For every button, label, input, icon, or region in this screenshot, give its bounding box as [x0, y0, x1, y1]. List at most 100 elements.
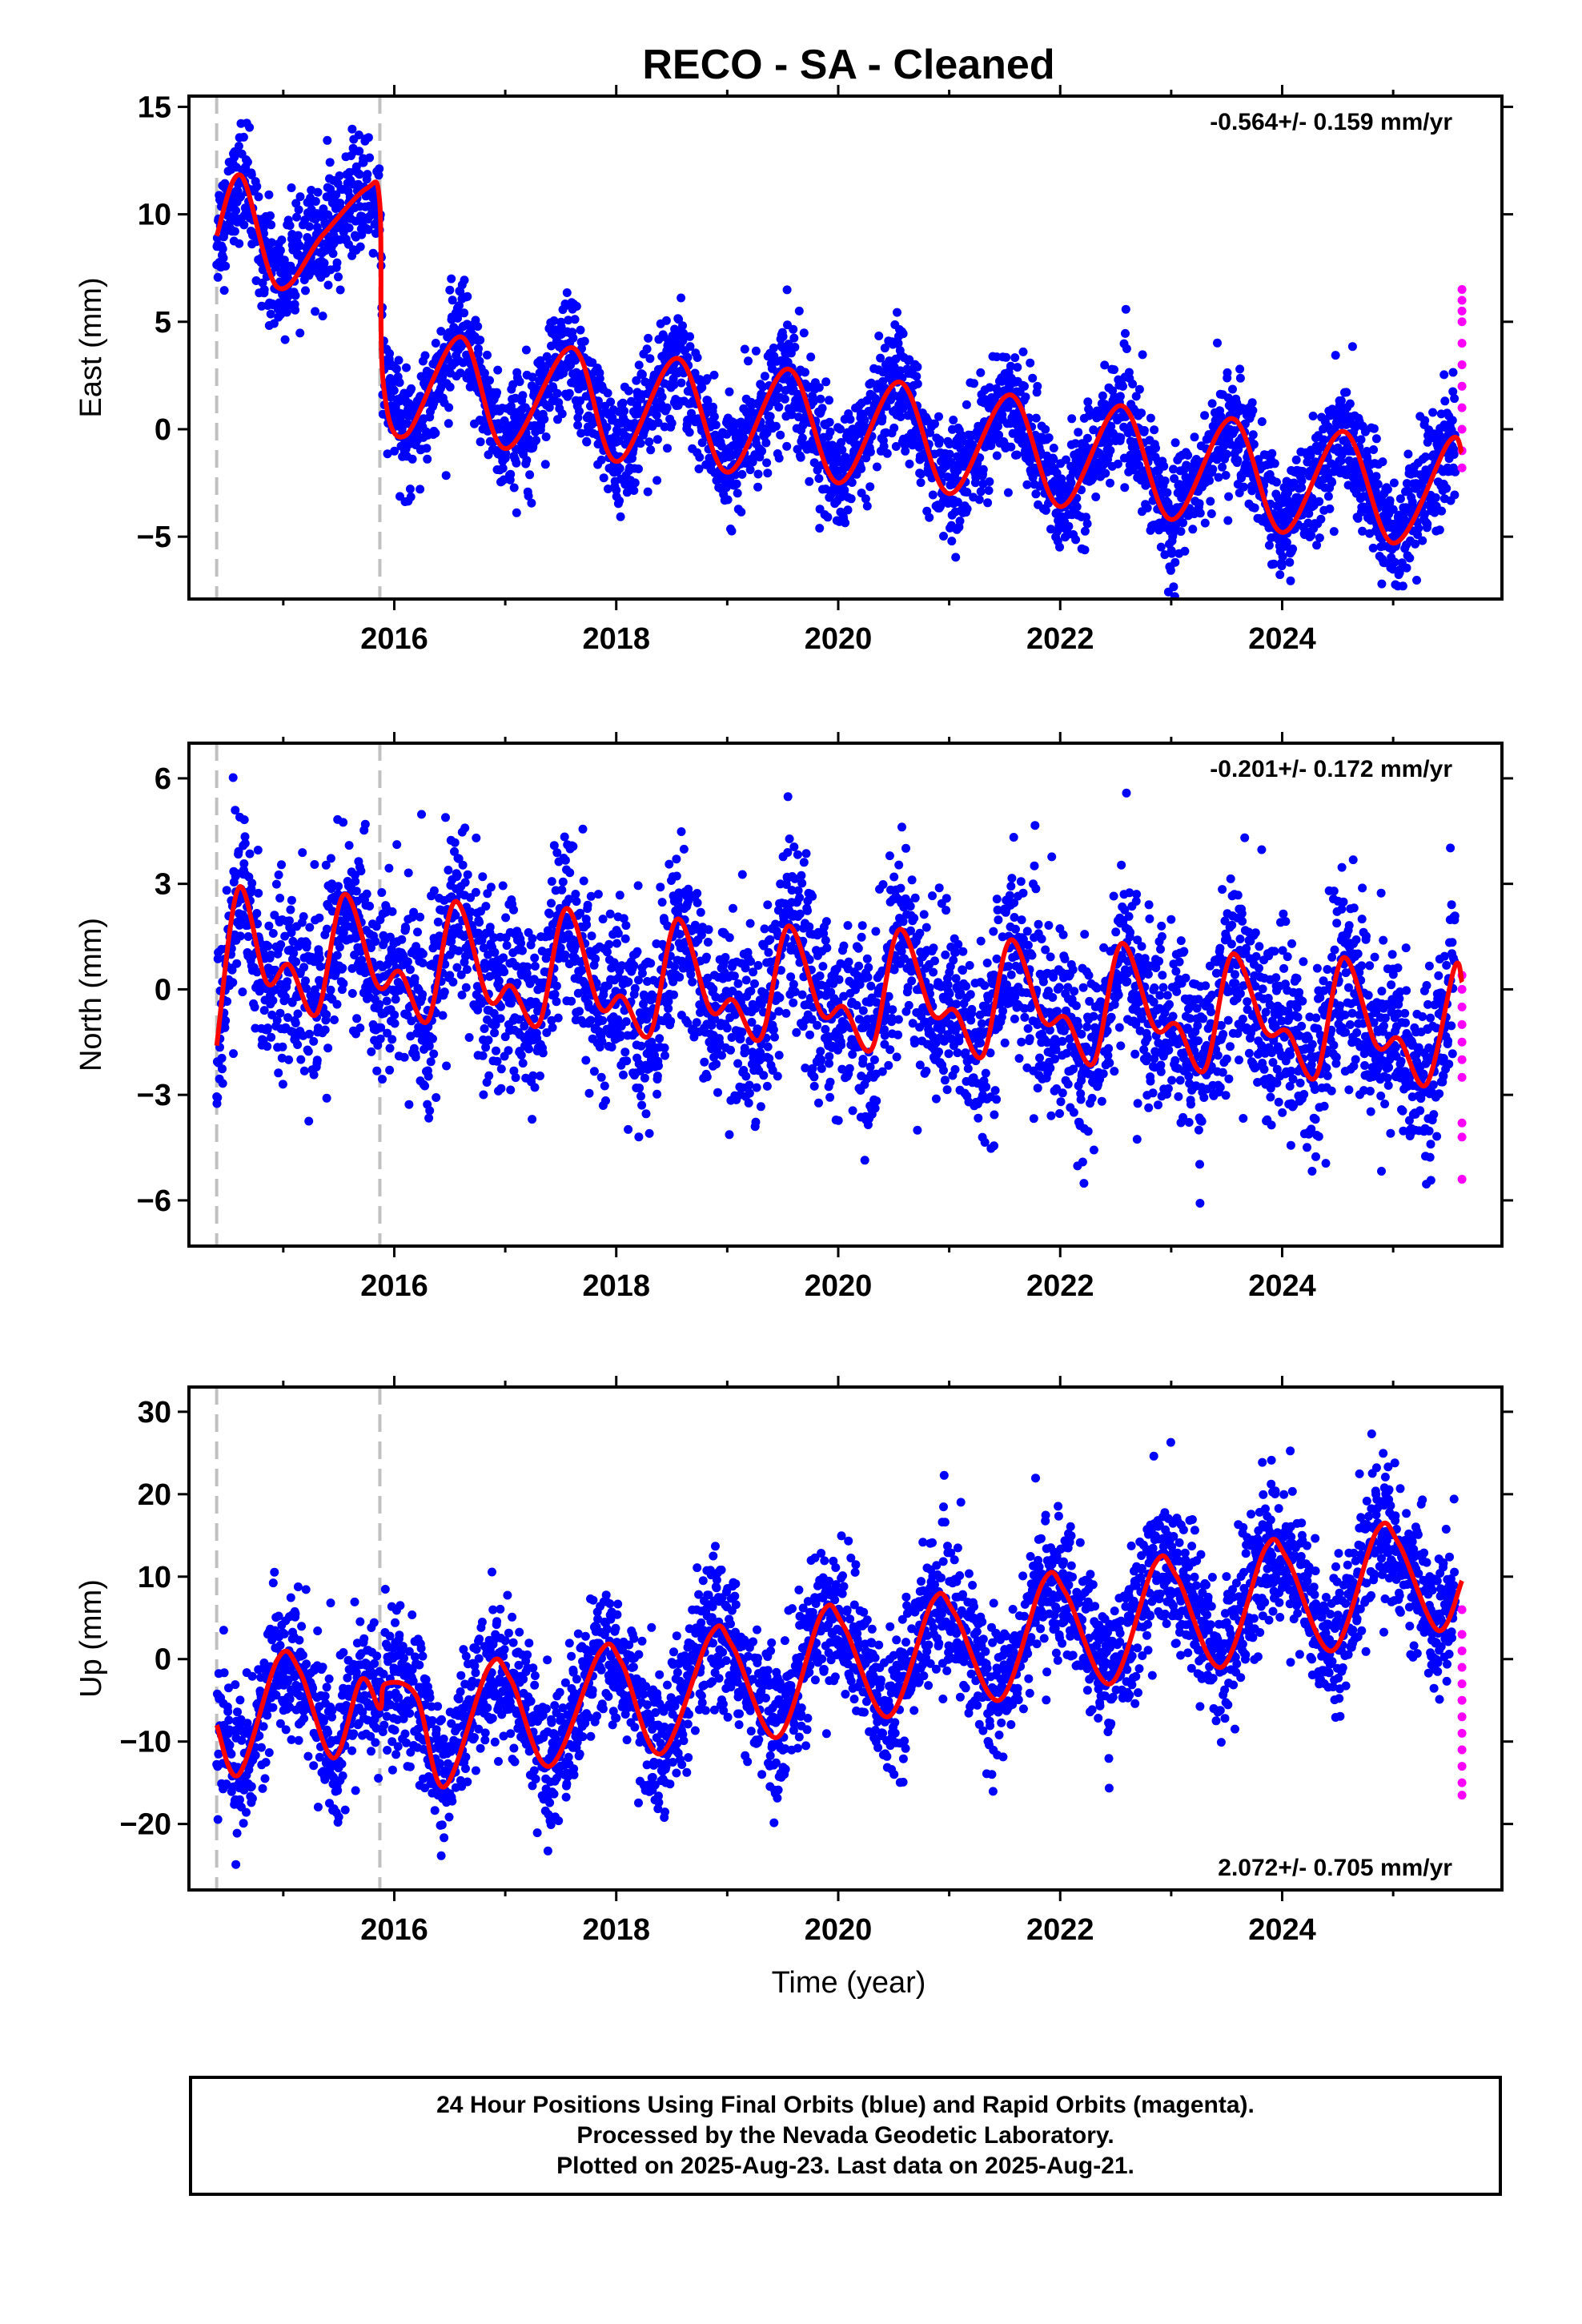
data-point [473, 322, 483, 332]
data-point [476, 336, 485, 345]
data-point [247, 879, 257, 888]
data-point [560, 855, 570, 865]
data-point [1388, 565, 1398, 574]
data-point [500, 967, 509, 976]
data-point [994, 430, 1004, 440]
data-point [363, 133, 373, 143]
data-point [1026, 358, 1035, 368]
data-point [330, 1015, 339, 1024]
data-point [1159, 461, 1169, 471]
data-point [663, 921, 673, 931]
rapid-point [1457, 296, 1467, 305]
data-point [586, 891, 596, 901]
data-point [302, 939, 311, 948]
data-point [504, 1046, 513, 1055]
data-point [1377, 579, 1387, 589]
data-point [552, 981, 561, 991]
data-point [300, 215, 310, 225]
data-point [304, 222, 314, 231]
data-point [1031, 413, 1041, 423]
data-point [1286, 576, 1295, 585]
data-point [528, 934, 537, 943]
data-point [745, 465, 755, 475]
data-point [1303, 457, 1312, 467]
data-point [669, 380, 679, 389]
data-point [240, 832, 250, 842]
data-point [620, 934, 630, 943]
data-point [955, 517, 965, 526]
data-point [460, 275, 469, 285]
data-point [737, 469, 747, 479]
data-point [1224, 492, 1234, 501]
data-point [506, 401, 516, 411]
data-point [564, 895, 574, 904]
data-point [664, 997, 673, 1006]
data-point [1419, 509, 1429, 519]
data-point [1319, 435, 1328, 444]
data-point [416, 912, 425, 922]
data-point [540, 414, 549, 424]
data-point [624, 1124, 633, 1134]
data-point [1289, 478, 1299, 488]
data-point [286, 905, 295, 915]
data-point [825, 417, 834, 427]
data-point [382, 996, 391, 1006]
data-point [228, 978, 238, 987]
data-point [632, 376, 641, 385]
data-point [391, 995, 400, 1004]
data-point [1331, 351, 1340, 360]
data-point [621, 1017, 631, 1027]
data-point [1207, 509, 1216, 518]
data-point [652, 435, 662, 444]
data-point [263, 1023, 272, 1033]
data-point [644, 333, 653, 343]
data-point [634, 360, 644, 370]
data-point [493, 365, 503, 375]
data-point [744, 356, 753, 366]
data-point [375, 164, 384, 174]
data-point [547, 1015, 556, 1025]
data-point [1418, 536, 1427, 545]
data-point [1018, 347, 1028, 356]
data-point [1213, 338, 1222, 348]
data-point [454, 854, 464, 863]
data-point [774, 402, 784, 412]
data-point [1342, 388, 1351, 397]
data-point [637, 968, 647, 978]
data-point [518, 391, 528, 400]
data-point [841, 518, 850, 528]
data-point [866, 378, 876, 388]
data-point [298, 848, 307, 858]
data-point [424, 1072, 433, 1081]
data-point [620, 1047, 630, 1057]
data-point [1072, 502, 1082, 512]
data-point [416, 485, 425, 494]
data-point [609, 958, 619, 967]
data-point [239, 859, 249, 868]
data-point [476, 437, 485, 447]
data-point [319, 259, 329, 267]
data-point [391, 364, 401, 374]
data-point [983, 498, 993, 508]
data-point [411, 1052, 420, 1062]
data-point [1084, 404, 1094, 414]
data-point [458, 860, 468, 870]
data-point [1106, 478, 1114, 488]
data-point [1336, 396, 1346, 405]
data-point [1358, 526, 1367, 536]
data-point [1183, 451, 1193, 460]
data-point [231, 806, 240, 815]
data-point [350, 951, 359, 959]
data-point [624, 977, 633, 987]
data-point [974, 495, 984, 505]
data-point [1067, 414, 1077, 424]
data-point [406, 493, 416, 501]
data-point [223, 997, 232, 1006]
data-point [552, 388, 562, 398]
data-point [560, 950, 570, 959]
data-point [254, 192, 263, 202]
y-tick-label: 0 [155, 413, 171, 447]
data-point [432, 1093, 441, 1102]
data-point [1450, 490, 1460, 500]
data-point [463, 292, 472, 301]
